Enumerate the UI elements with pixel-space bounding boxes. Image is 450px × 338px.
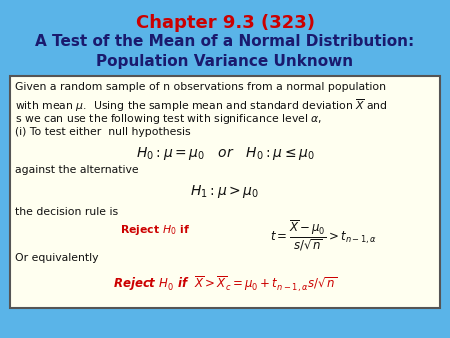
Text: s we can use the following test with significance level $\alpha,$: s we can use the following test with sig… — [15, 112, 322, 126]
Text: with mean $\mu$.  Using the sample mean and standard deviation $\overline{X}$ an: with mean $\mu$. Using the sample mean a… — [15, 97, 388, 114]
Text: A Test of the Mean of a Normal Distribution:: A Test of the Mean of a Normal Distribut… — [36, 34, 414, 49]
Text: Reject $H_0$ if: Reject $H_0$ if — [120, 223, 190, 237]
Text: (i) To test either  null hypothesis: (i) To test either null hypothesis — [15, 127, 191, 137]
Text: the decision rule is: the decision rule is — [15, 207, 118, 217]
Text: Or equivalently: Or equivalently — [15, 253, 99, 263]
Text: $t = \dfrac{\overline{X}-\mu_0}{s/\sqrt{n}} > t_{n-1,\alpha}$: $t = \dfrac{\overline{X}-\mu_0}{s/\sqrt{… — [270, 219, 377, 253]
Text: against the alternative: against the alternative — [15, 165, 139, 175]
Text: Reject $H_0$ if  $\overline{X} > \overline{X}_c = \mu_0 + t_{n-1,\alpha} s / \sq: Reject $H_0$ if $\overline{X} > \overlin… — [113, 275, 337, 294]
Text: Given a random sample of n observations from a normal population: Given a random sample of n observations … — [15, 82, 386, 92]
Text: Population Variance Unknown: Population Variance Unknown — [96, 54, 354, 69]
FancyBboxPatch shape — [10, 76, 440, 308]
Text: $H_0 : \mu = \mu_0 \quad or \quad H_0 : \mu \leq \mu_0$: $H_0 : \mu = \mu_0 \quad or \quad H_0 : … — [135, 145, 315, 162]
Text: Chapter 9.3 (323): Chapter 9.3 (323) — [135, 14, 315, 32]
Text: $H_1 : \mu > \mu_0$: $H_1 : \mu > \mu_0$ — [190, 183, 260, 200]
